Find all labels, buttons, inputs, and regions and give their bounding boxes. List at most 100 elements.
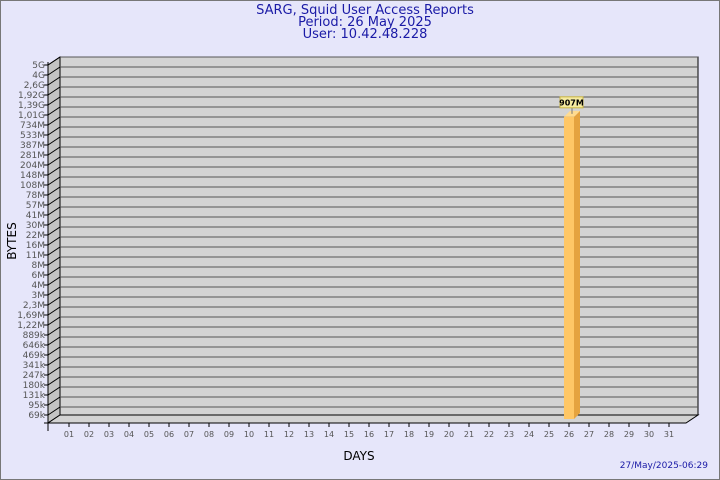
y-depth-line [47,56,61,66]
y-tick-label: 57M [26,201,45,211]
y-tick-label: 11M [26,251,45,261]
x-tick-label: 17 [384,430,394,439]
y-depth-line [47,226,61,236]
chart-title: SARG, Squid User Access Reports [256,3,474,18]
y-tick-label: 2,6G [24,81,45,91]
y-tick-label: 41M [26,211,45,221]
y-depth-line [47,186,61,196]
back-wall [59,56,699,416]
y-tick-label: 4G [32,71,45,81]
y-tick-label: 734M [20,121,45,131]
x-tick-label: 13 [304,430,314,439]
y-tick-label: 8M [32,261,46,271]
y-depth-line [47,326,61,336]
y-tick-label: 469k [23,351,46,361]
y-tick-label: 131k [23,391,46,401]
y-depth-line [47,306,61,316]
x-tick-label: 10 [244,430,254,439]
y-tick-label: 1,22M [17,321,45,331]
y-tick-label: 1,01G [18,111,45,121]
y-depth-line [47,296,61,306]
y-depth-line [47,136,61,146]
y-depth-line [47,256,61,266]
y-tick-label: 6M [32,271,46,281]
y-depth-line [47,156,61,166]
y-tick-label: 148M [20,171,45,181]
y-tick-label: 281M [20,151,45,161]
chart-user: User: 10.42.48.228 [302,27,428,42]
x-tick-label: 19 [424,430,434,439]
y-tick-label: 4M [32,281,46,291]
y-tick-label: 22M [26,231,45,241]
x-tick-label: 14 [324,430,334,439]
x-tick-label: 31 [664,430,674,439]
bar-side [574,110,580,419]
x-tick-label: 15 [344,430,354,439]
x-tick-label: 05 [144,430,154,439]
y-depth-line [47,366,61,376]
y-depth-line [47,406,61,416]
y-tick-label: 30M [26,221,45,231]
x-tick-label: 04 [124,430,134,439]
x-tick-label: 24 [524,430,534,439]
y-depth-line [47,286,61,296]
x-tick-label: 08 [204,430,214,439]
y-depth-line [47,316,61,326]
x-tick-label: 22 [484,430,494,439]
y-tick-label: 204M [20,161,45,171]
x-tick-label: 16 [364,430,374,439]
x-tick-label: 12 [284,430,294,439]
y-depth-line [47,106,61,116]
x-tick-label: 28 [604,430,614,439]
y-depth-line [47,376,61,386]
y-tick-label: 1,39G [18,101,45,111]
y-depth-line [47,126,61,136]
x-tick-label: 01 [64,430,74,439]
y-tick-label: 1,92G [18,91,45,101]
x-tick-label: 23 [504,430,514,439]
y-tick-label: 341k [23,361,46,371]
y-depth-line [47,216,61,226]
y-depth-line [47,336,61,346]
y-tick-label: 78M [26,191,45,201]
x-tick-label: 26 [564,430,574,439]
y-tick-label: 108M [20,181,45,191]
x-tick-label: 02 [84,430,94,439]
y-tick-label: 69k [28,411,45,421]
y-depth-line [47,96,61,106]
y-tick-label: 2,3M [23,301,45,311]
y-tick-label: 533M [20,131,45,141]
y-depth-line [47,236,61,246]
bar-label-box [559,96,584,109]
y-depth-line [47,66,61,76]
y-depth-line [47,116,61,126]
y-tick-label: 646k [23,341,46,351]
y-depth-line [47,76,61,86]
y-depth-line [47,396,61,406]
x-tick-label: 25 [544,430,554,439]
y-depth-line [47,346,61,356]
y-depth-line [47,146,61,156]
y-axis-label: BYTES [5,222,19,259]
y-tick-label: 387M [20,141,45,151]
x-tick-label: 11 [264,430,274,439]
x-tick-label: 27 [584,430,594,439]
x-tick-label: 29 [624,430,634,439]
y-depth-line [47,246,61,256]
x-tick-label: 21 [464,430,474,439]
x-tick-label: 06 [164,430,174,439]
bar-label: 907M [559,98,584,107]
y-depth-line [47,386,61,396]
x-tick-label: 20 [444,430,454,439]
timestamp: 27/May/2025-06:29 [619,461,708,471]
y-tick-label: 180k [23,381,46,391]
y-tick-label: 889k [23,331,46,341]
x-tick-label: 09 [224,430,234,439]
y-depth-line [47,266,61,276]
y-depth-line [47,196,61,206]
y-depth-line [47,206,61,216]
y-tick-label: 95k [28,401,45,411]
y-tick-label: 5G [32,61,45,71]
y-tick-label: 1,69M [17,311,45,321]
